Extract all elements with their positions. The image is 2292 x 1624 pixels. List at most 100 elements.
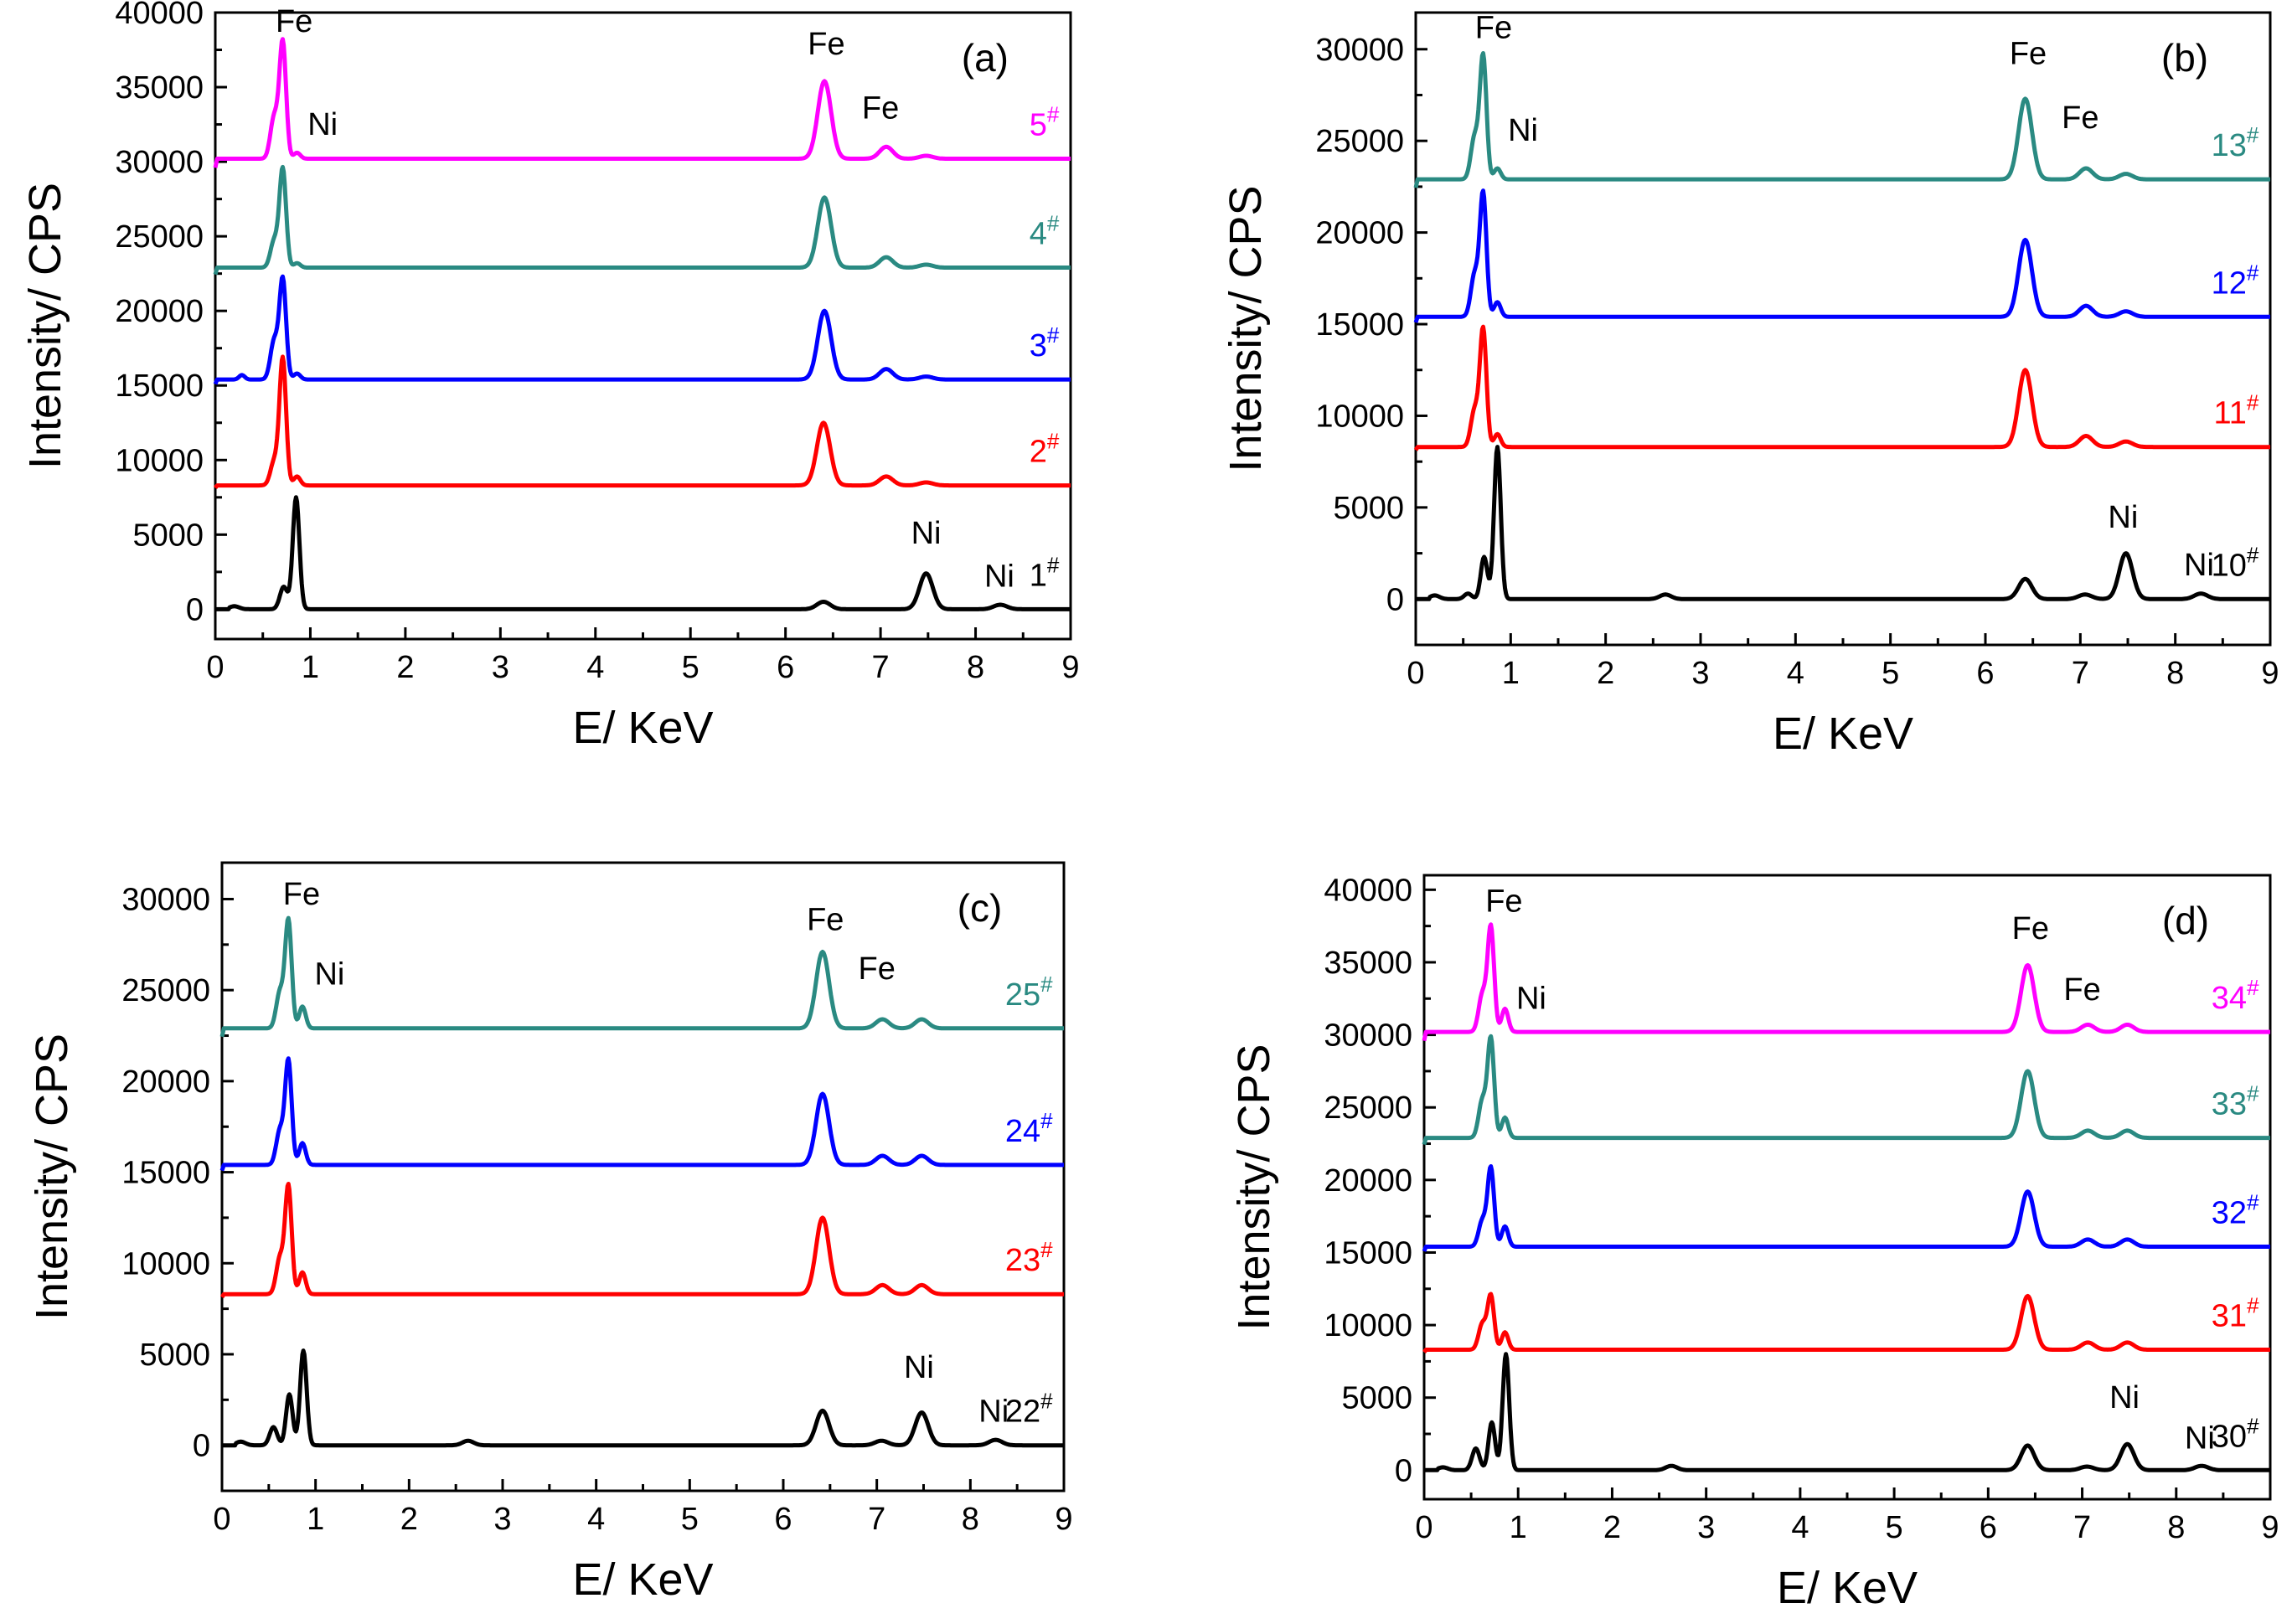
- y-tick-label: 0: [1386, 582, 1404, 617]
- series-line-23: [219, 1182, 1066, 1299]
- peak-annotation: Fe: [2063, 972, 2100, 1008]
- peak-annotation: Ni: [2184, 548, 2214, 583]
- x-tick-label: 0: [213, 1502, 230, 1537]
- x-tick-label: 3: [1697, 1510, 1715, 1545]
- sample-label: 24#: [1005, 1108, 1053, 1149]
- x-tick-label: 9: [1055, 1502, 1072, 1537]
- x-tick-label: 8: [2166, 656, 2184, 691]
- series-line-2: [213, 354, 1072, 489]
- series-line-10: [1414, 445, 2272, 601]
- sample-label: 12#: [2212, 260, 2259, 301]
- x-tick-label: 0: [206, 650, 224, 685]
- x-axis-label: E/ KeV: [572, 703, 713, 753]
- x-tick-label: 1: [307, 1502, 324, 1537]
- peak-annotation: Fe: [1485, 884, 1522, 919]
- x-tick-label: 4: [1791, 1510, 1809, 1545]
- panel-label: (d): [2162, 899, 2209, 942]
- y-tick-label: 30000: [121, 882, 210, 917]
- x-tick-label: 8: [2167, 1510, 2185, 1545]
- y-tick-label: 35000: [1324, 946, 1412, 981]
- panel-0: 0 1 2 3 4 5 6 7 8 9 0 5000 10000 15000 20000 25000 30000…: [20, 0, 1080, 753]
- plot-frame: [214, 11, 1072, 641]
- panel-2: 0 1 2 3 4 5 6 7 8 9 0 5000 10000 15000 20000 25000 30000…: [27, 861, 1073, 1605]
- series-line-32: [1422, 1164, 2272, 1252]
- y-tick-label: 0: [193, 1429, 210, 1464]
- peak-annotation: Ni: [1508, 113, 1538, 148]
- x-tick-label: 4: [587, 1502, 605, 1537]
- series-line-11: [1413, 324, 2272, 451]
- series-line-31: [1422, 1291, 2272, 1353]
- x-tick-label: 5: [1886, 1510, 1903, 1545]
- sample-label: 3#: [1030, 322, 1060, 363]
- series-line-25: [219, 915, 1066, 1038]
- sample-label: 11#: [2213, 390, 2258, 431]
- series-line-12: [1413, 188, 2272, 323]
- x-tick-label: 6: [777, 650, 794, 685]
- y-tick-label: 15000: [1324, 1235, 1412, 1271]
- y-tick-label: 5000: [1333, 491, 1404, 526]
- peak-annotation: Fe: [808, 27, 844, 62]
- y-tick-label: 10000: [121, 1246, 210, 1281]
- x-tick-label: 3: [1691, 656, 1709, 691]
- peak-annotation: Fe: [862, 90, 899, 126]
- y-tick-label: 30000: [1324, 1018, 1412, 1054]
- x-tick-label: 6: [774, 1502, 792, 1537]
- y-tick-label: 10000: [1324, 1308, 1412, 1343]
- sample-label: 30#: [2212, 1413, 2259, 1454]
- x-tick-label: 1: [1502, 656, 1520, 691]
- peak-annotation: Fe: [2012, 911, 2049, 946]
- sample-label: 32#: [2212, 1190, 2259, 1231]
- series-line-34: [1422, 922, 2272, 1042]
- panel-1: 0 1 2 3 4 5 6 7 8 9 0 5000 10000 15000 20000 25000 30000…: [1221, 11, 2279, 759]
- x-tick-label: 8: [962, 1502, 979, 1537]
- series-line-33: [1422, 1034, 2272, 1146]
- y-tick-label: 20000: [115, 294, 204, 329]
- y-axis-label: Intensity/ CPS: [27, 1034, 77, 1320]
- sample-label: 2#: [1030, 429, 1060, 470]
- peak-annotation: Fe: [283, 877, 320, 912]
- x-tick-label: 7: [872, 650, 890, 685]
- y-tick-label: 15000: [1315, 307, 1404, 343]
- x-axis-label: E/ KeV: [572, 1554, 713, 1605]
- x-tick-label: 8: [967, 650, 984, 685]
- y-tick-label: 15000: [121, 1156, 210, 1191]
- panel-label: (b): [2161, 36, 2208, 80]
- y-tick-label: 25000: [115, 219, 204, 255]
- series-line-1: [214, 495, 1072, 611]
- y-axis-label: Intensity/ CPS: [20, 183, 70, 469]
- y-tick-label: 30000: [115, 145, 204, 180]
- peak-annotation: Ni: [911, 516, 942, 551]
- sample-label: 23#: [1005, 1237, 1053, 1278]
- y-tick-label: 20000: [1315, 216, 1404, 251]
- peak-annotation: Ni: [978, 1394, 1009, 1429]
- peak-annotation: Ni: [984, 559, 1014, 595]
- sample-label: 1#: [1030, 552, 1060, 593]
- x-tick-label: 4: [586, 650, 604, 685]
- x-tick-label: 0: [1407, 656, 1424, 691]
- sample-label: 4#: [1030, 211, 1060, 252]
- series-line-30: [1422, 1352, 2272, 1472]
- sample-label: 31#: [2212, 1293, 2259, 1334]
- x-tick-label: 9: [2261, 656, 2279, 691]
- peak-annotation: Fe: [276, 4, 312, 39]
- x-tick-label: 0: [1415, 1510, 1432, 1545]
- x-tick-label: 4: [1787, 656, 1804, 691]
- panel-label: (a): [962, 36, 1009, 80]
- y-axis-label: Intensity/ CPS: [1229, 1044, 1279, 1330]
- x-tick-label: 7: [2072, 656, 2089, 691]
- y-tick-label: 20000: [121, 1065, 210, 1100]
- x-tick-label: 5: [681, 1502, 699, 1537]
- series-line-4: [213, 164, 1072, 276]
- x-tick-label: 1: [1510, 1510, 1527, 1545]
- y-tick-label: 15000: [115, 369, 204, 404]
- peak-annotation: Fe: [2010, 36, 2047, 71]
- y-tick-label: 20000: [1324, 1163, 1412, 1199]
- peak-annotation: Fe: [807, 902, 844, 937]
- y-tick-label: 40000: [115, 0, 204, 31]
- x-tick-label: 5: [682, 650, 699, 685]
- y-tick-label: 35000: [115, 70, 204, 106]
- y-tick-label: 5000: [139, 1338, 210, 1373]
- sample-label: 33#: [2212, 1081, 2259, 1122]
- x-axis-label: E/ KeV: [1777, 1563, 1918, 1613]
- x-tick-label: 2: [1597, 656, 1614, 691]
